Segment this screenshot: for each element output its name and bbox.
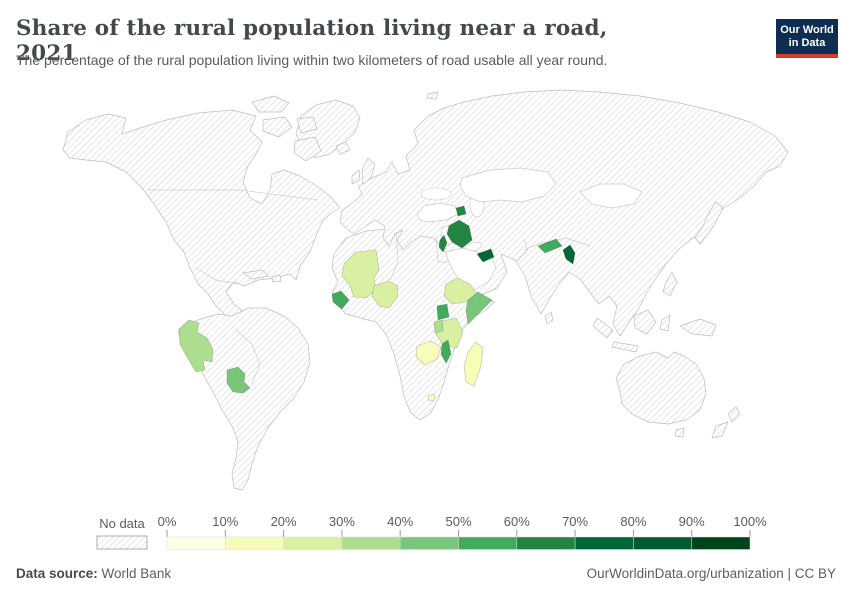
footer: Data source: World Bank OurWorldinData.o… <box>16 566 836 581</box>
island-philippines <box>662 271 678 297</box>
owid-logo-line2: in Data <box>788 37 826 49</box>
country-uganda[interactable] <box>436 303 450 321</box>
svg-text:40%: 40% <box>387 514 413 529</box>
svg-text:100%: 100% <box>733 514 767 529</box>
legend-bin-7[interactable] <box>574 536 634 550</box>
island-great-britain <box>361 157 376 185</box>
footer-source-value: World Bank <box>101 566 172 581</box>
svg-text:70%: 70% <box>562 514 588 529</box>
country-paraguay[interactable] <box>226 366 251 394</box>
border-brazil-west <box>235 329 261 385</box>
owid-logo[interactable]: Our World in Data <box>776 19 838 58</box>
country-peru[interactable] <box>178 319 214 373</box>
legend-bin-1[interactable] <box>225 536 284 550</box>
country-mongolia[interactable] <box>579 183 643 209</box>
island-iceland <box>335 141 351 155</box>
legend-bin-3[interactable] <box>341 536 401 550</box>
border-algeria-libya <box>389 231 399 281</box>
arctic-island-2 <box>262 116 293 138</box>
border-india-pakistan <box>515 239 529 263</box>
island-svalbard <box>426 91 439 100</box>
border-us-mexico <box>195 267 239 285</box>
svg-text:20%: 20% <box>271 514 297 529</box>
no-data-swatch[interactable] <box>96 535 148 550</box>
page-subtitle: The percentage of the rural population l… <box>16 52 608 68</box>
island-sulawesi <box>659 314 671 332</box>
country-zambia[interactable] <box>415 340 442 366</box>
landmass-north-america[interactable] <box>62 109 341 319</box>
footer-source-label: Data source: <box>16 566 98 581</box>
footer-separator: | <box>783 566 795 581</box>
landmass-eurasia[interactable] <box>339 89 789 337</box>
map-legend: No data 0% 10% 20% 30% 40% 50% 60% 70% 8… <box>96 514 767 550</box>
svg-text:60%: 60% <box>504 514 530 529</box>
svg-text:0%: 0% <box>158 514 177 529</box>
owid-logo-box: Our World in Data <box>776 19 838 54</box>
legend-bin-5[interactable] <box>458 536 518 550</box>
country-tanzania[interactable] <box>435 317 464 349</box>
country-rwanda-burundi[interactable] <box>433 319 444 334</box>
black-sea <box>420 187 452 201</box>
island-new-zealand-north <box>727 406 741 423</box>
country-armenia[interactable] <box>455 205 467 217</box>
footer-source: Data source: World Bank <box>16 566 171 581</box>
island-new-zealand-south <box>711 421 729 439</box>
legend-bin-9[interactable] <box>691 536 751 550</box>
legend-bin-8[interactable] <box>633 536 692 550</box>
svg-text:50%: 50% <box>445 514 471 529</box>
country-sierra-leone-liberia[interactable] <box>331 290 350 310</box>
border-us-canada <box>148 189 319 201</box>
legend-bin-4[interactable] <box>399 536 459 550</box>
owid-logo-line1: Our World <box>780 24 834 36</box>
country-malawi[interactable] <box>440 339 452 364</box>
island-new-guinea <box>679 318 717 337</box>
country-madagascar[interactable] <box>463 341 484 387</box>
country-israel[interactable] <box>438 234 448 253</box>
svg-text:10%: 10% <box>212 514 238 529</box>
country-kazakhstan[interactable] <box>459 167 557 203</box>
footer-attribution: OurWorldinData.org/urbanization | CC BY <box>587 566 836 581</box>
legend-ticks <box>166 530 751 537</box>
country-somalia[interactable] <box>465 291 493 325</box>
legend-bin-0[interactable] <box>166 536 226 550</box>
landmass-australia[interactable] <box>615 351 707 425</box>
country-iraq[interactable] <box>446 219 473 249</box>
island-ireland <box>351 169 361 185</box>
border-egypt-sudan <box>435 235 452 263</box>
island-java <box>611 341 639 353</box>
legend-bin-6[interactable] <box>516 536 576 550</box>
island-sumatra <box>592 317 614 339</box>
footer-link[interactable]: OurWorldinData.org/urbanization <box>586 566 784 581</box>
island-hispaniola <box>271 274 282 283</box>
arctic-island-3 <box>296 116 318 134</box>
country-nigeria[interactable] <box>371 280 399 309</box>
no-data-label: No data <box>99 516 145 531</box>
island-cuba <box>242 269 270 280</box>
page-title: Share of the rural population living nea… <box>16 16 608 66</box>
svg-text:80%: 80% <box>620 514 646 529</box>
country-nepal[interactable] <box>537 238 563 254</box>
footer-license: CC BY <box>794 566 836 581</box>
island-borneo <box>633 309 657 335</box>
arctic-island-1 <box>251 95 290 113</box>
island-sri-lanka <box>544 311 554 325</box>
country-bangladesh[interactable] <box>562 244 576 265</box>
arctic-island-baffin <box>293 136 322 162</box>
legend-bin-2[interactable] <box>283 536 343 550</box>
legend-tick-labels: 0% 10% 20% 30% 40% 50% 60% 70% 80% 90% 1… <box>158 514 767 529</box>
island-tasmania <box>674 427 685 438</box>
country-lesotho[interactable] <box>427 393 436 402</box>
island-japan <box>694 201 724 245</box>
svg-text:30%: 30% <box>329 514 355 529</box>
country-uae[interactable] <box>476 248 495 263</box>
svg-text:90%: 90% <box>679 514 705 529</box>
owid-logo-accent-bar <box>776 54 838 58</box>
legend-color-bar <box>166 536 751 550</box>
